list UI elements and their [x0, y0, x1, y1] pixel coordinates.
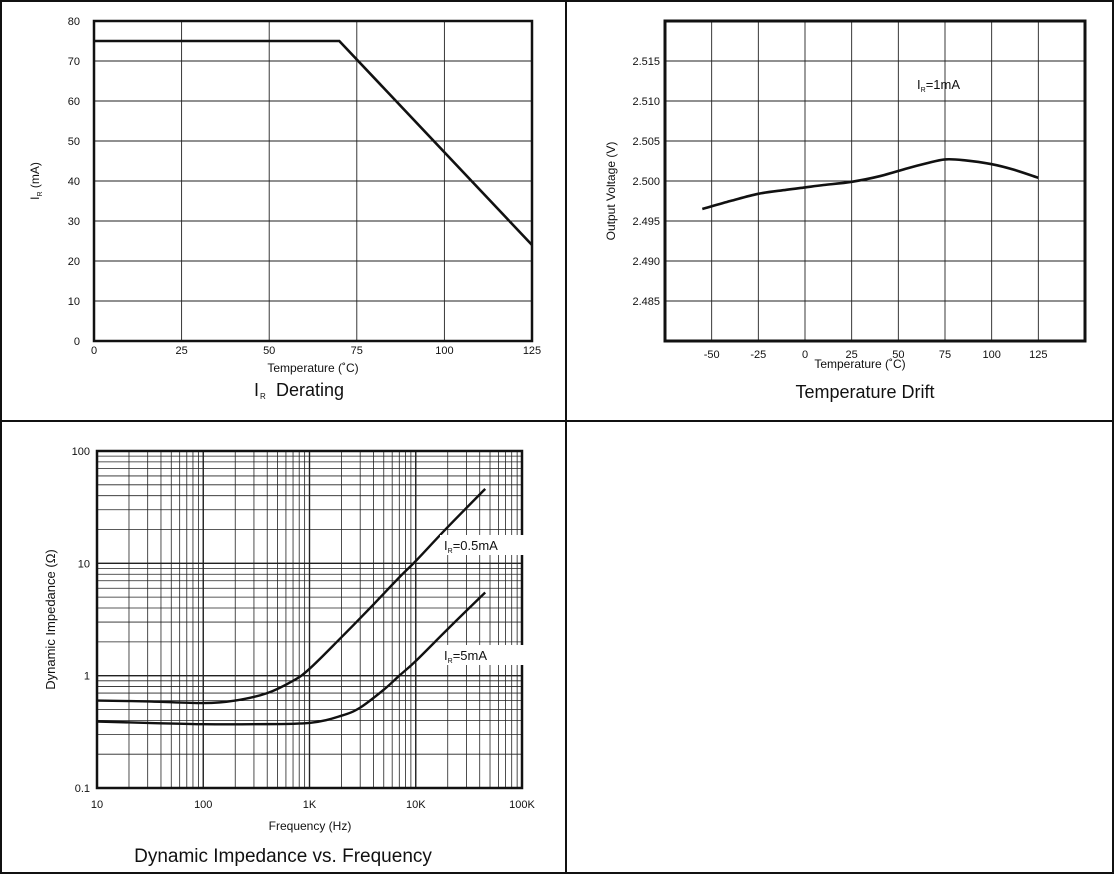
y-tick-label: 0	[74, 336, 80, 348]
series-label-0-5ma: IR=0.5mA	[444, 538, 498, 555]
y-tick-label: 1	[84, 671, 90, 683]
y-tick-label: 2.510	[632, 96, 660, 108]
x-tick-label: 100K	[509, 799, 535, 811]
series-label-5ma: IR=5mA	[444, 648, 487, 665]
derating-title: Derating	[276, 380, 344, 400]
y-tick-label: 100	[72, 446, 90, 458]
x-tick-label: 0	[802, 349, 808, 361]
x-tick-label: -50	[704, 349, 720, 361]
derating-title-symbol: I	[254, 380, 259, 400]
y-axis-label: Dynamic Impedance (Ω)	[43, 549, 58, 690]
series-label-background	[440, 645, 526, 665]
y-tick-label: 10	[78, 558, 90, 570]
y-axis-label: Output Voltage (V)	[604, 142, 618, 241]
y-tick-label: 2.490	[632, 256, 660, 268]
curve-5ma	[96, 591, 487, 726]
x-tick-label: 100	[982, 349, 1000, 361]
x-tick-label: 0	[91, 345, 97, 357]
x-tick-label: 25	[175, 345, 187, 357]
dynamic-impedance-title: Dynamic Impedance vs. Frequency	[134, 846, 432, 867]
x-tick-label: 100	[435, 345, 453, 357]
derating-chart: 0 25 50 75 100 125 0 10 20 30 40 50 60 70 80 Temperatur…	[28, 16, 541, 375]
y-axis-label: IR (mA)	[28, 162, 44, 200]
y-tick-label: 60	[68, 96, 80, 108]
x-tick-label: 50	[892, 349, 904, 361]
drift-curve	[701, 157, 1039, 211]
y-tick-label: 2.515	[632, 56, 660, 68]
x-tick-label: 50	[263, 345, 275, 357]
x-tick-label: 10K	[406, 799, 426, 811]
x-tick-label: 75	[351, 345, 363, 357]
y-tick-label: 50	[68, 136, 80, 148]
x-axis-label: Temperature (˚C)	[814, 357, 905, 371]
plot-frame	[663, 19, 1087, 343]
x-tick-label: 1K	[303, 799, 317, 811]
x-tick-label: -25	[750, 349, 766, 361]
y-tick-label: 20	[68, 256, 80, 268]
curve-0-5ma	[96, 488, 487, 705]
y-tick-label: 2.485	[632, 296, 660, 308]
x-tick-label: 125	[1029, 349, 1047, 361]
y-tick-label: 2.500	[632, 176, 660, 188]
x-tick-label: 125	[523, 345, 541, 357]
y-tick-label: 30	[68, 216, 80, 228]
y-tick-label: 2.495	[632, 216, 660, 228]
x-axis-label: Frequency (Hz)	[269, 819, 352, 833]
derating-curve	[94, 39, 533, 246]
y-tick-label: 40	[68, 176, 80, 188]
y-tick-label: 0.1	[75, 783, 90, 795]
x-tick-label: 75	[939, 349, 951, 361]
current-annotation: IR=1mA	[917, 77, 960, 94]
temperature-drift-title: Temperature Drift	[795, 382, 934, 402]
plot-frame	[95, 449, 524, 790]
x-axis-label: Temperature (˚C)	[267, 361, 358, 375]
x-tick-label: 25	[846, 349, 858, 361]
y-tick-label: 10	[68, 296, 80, 308]
y-tick-label: 2.505	[632, 136, 660, 148]
x-tick-label: 10	[91, 799, 103, 811]
series-label-background	[440, 535, 526, 555]
x-tick-label: 100	[194, 799, 212, 811]
dynamic-impedance-chart: 10 100 1K 10K 100K 0.1 1 10 100 IR=0.5mA IR=5mA Fre…	[43, 446, 536, 833]
y-tick-label: 80	[68, 16, 80, 28]
derating-title-subscript: R	[260, 392, 266, 401]
y-tick-label: 70	[68, 56, 80, 68]
temperature-drift-chart: 2.485 2.490 2.495 2.500 2.505 2.510 2.515 -50 -2…	[604, 19, 1087, 371]
plot-frame	[92, 19, 534, 343]
